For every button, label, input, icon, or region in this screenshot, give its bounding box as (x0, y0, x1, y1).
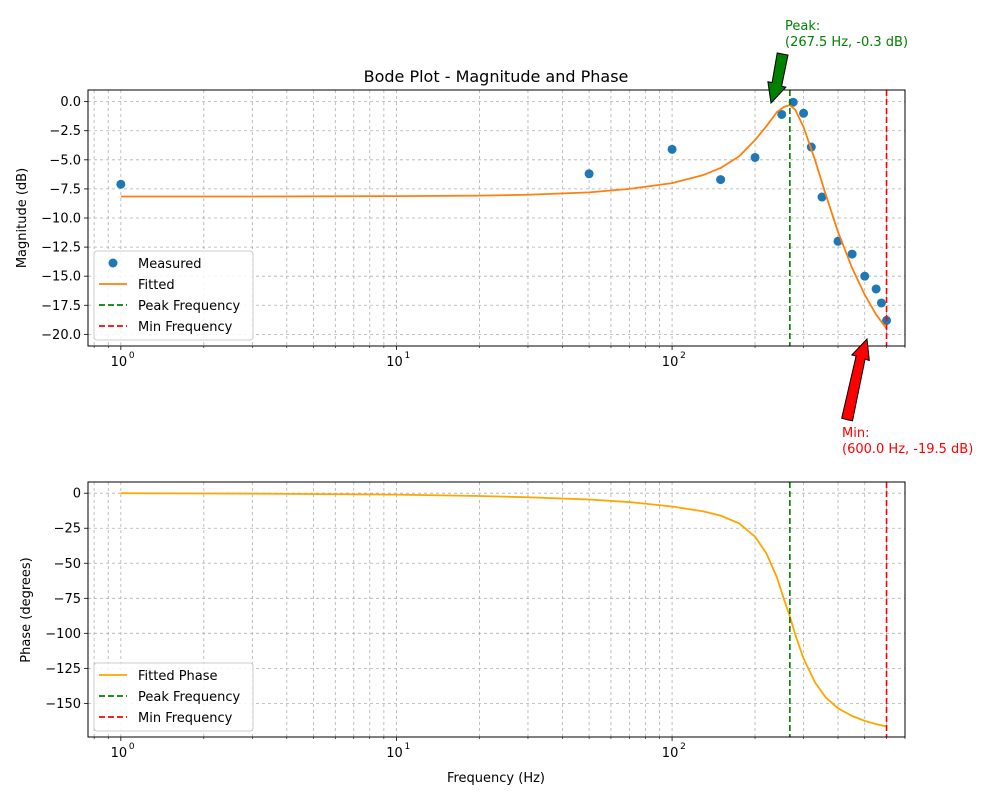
magnitude-x-ticks: 10 0 10 1 10 2 (93, 346, 906, 370)
min-annotation-line-1: Min: (842, 426, 869, 441)
phase-axes-frame (87, 481, 906, 738)
phase-plot-area (120, 482, 888, 737)
x-axis-label: Frequency (Hz) (447, 771, 545, 786)
measured-point (667, 144, 677, 154)
magnitude-legend: Measured Fitted Peak Frequency Min Frequ… (93, 250, 254, 341)
y-tick-label: −2.5 (49, 124, 81, 139)
y-tick-label: −150 (45, 697, 81, 712)
legend-label-min: Min Frequency (138, 320, 233, 335)
peak-annotation-arrow (767, 52, 789, 105)
measured-point (584, 169, 594, 179)
x-tick-label-exponent: 0 (129, 742, 135, 752)
x-tick-label: 10 (111, 355, 128, 370)
measured-point (817, 192, 827, 202)
magnitude-plot-area (116, 90, 892, 346)
y-tick-label: −20.0 (41, 328, 81, 343)
peak-annotation-line-1: Peak: (785, 19, 820, 34)
x-tick-label: 10 (386, 355, 403, 370)
measured-point (876, 298, 886, 308)
y-tick-label: −10.0 (41, 212, 81, 227)
x-tick-label-exponent: 2 (680, 351, 686, 361)
phase-grid (88, 482, 906, 737)
magnitude-grid (88, 90, 906, 346)
measured-point (860, 271, 870, 281)
x-tick-label-exponent: 1 (404, 742, 410, 752)
x-tick-label: 10 (662, 746, 679, 761)
phase-y-ticks: 0 −25 −50 −75 −100 −125 −150 (45, 487, 88, 712)
min-annotation-line-2: (600.0 Hz, -19.5 dB) (842, 442, 973, 457)
measured-point (799, 108, 809, 118)
legend-label-phase-min: Min Frequency (138, 711, 233, 726)
peak-annotation: Peak: (267.5 Hz, -0.3 dB) (767, 19, 908, 105)
phase-y-axis-label: Phase (degrees) (19, 557, 34, 662)
chart-title: Bode Plot - Magnitude and Phase (364, 67, 629, 86)
y-tick-label: −100 (45, 627, 81, 642)
x-tick-label: 10 (662, 355, 679, 370)
min-annotation-arrow (841, 337, 870, 422)
legend-label-phase-peak: Peak Frequency (138, 690, 240, 705)
legend-label-measured: Measured (138, 257, 202, 272)
y-tick-label: 0.0 (60, 95, 81, 110)
phase-axes: 10 0 10 1 10 2 0−25−50−75−100−125−150 Frequen… (19, 481, 906, 786)
y-tick-label: −75 (54, 592, 81, 607)
phase-legend: Fitted Phase Peak Frequency Min Frequenc… (93, 662, 254, 732)
y-tick-label: −17.5 (41, 299, 81, 314)
y-tick-label: −5.0 (49, 153, 81, 168)
legend-label-fitted: Fitted (138, 278, 175, 293)
measured-point (750, 152, 760, 162)
y-tick-label: −7.5 (49, 182, 81, 197)
fitted-phase-line (120, 492, 887, 728)
peak-annotation-line-2: (267.5 Hz, -0.3 dB) (785, 35, 908, 50)
y-tick-label: −15.0 (41, 270, 81, 285)
y-tick-label: −50 (54, 557, 81, 572)
legend-marker-measured (108, 258, 118, 268)
magnitude-y-axis-label: Magnitude (dB) (15, 168, 30, 268)
magnitude-y-ticks: 0.0 −2.5 −5.0 −7.5 −10.0 −12.5 −15.0 −17.5 −20.0 (41, 95, 88, 343)
magnitude-axes: 10 0 10 1 10 2 0.0−2.5−5.0−7.5−10.0−12.5−15.0… (15, 19, 973, 457)
phase-legend-box (93, 662, 254, 732)
x-tick-label-exponent: 2 (680, 742, 686, 752)
legend-label-phase: Fitted Phase (138, 669, 218, 684)
magnitude-legend-box (93, 250, 254, 341)
x-tick-label: 10 (386, 746, 403, 761)
measured-point (847, 249, 857, 259)
x-tick-label-exponent: 1 (404, 351, 410, 361)
x-tick-label: 10 (111, 746, 128, 761)
min-annotation: Min: (600.0 Hz, -19.5 dB) (841, 337, 973, 457)
measured-point (871, 284, 881, 294)
y-tick-label: 0 (73, 487, 81, 502)
measured-point (777, 109, 787, 119)
phase-x-ticks: 10 0 10 1 10 2 (93, 737, 906, 761)
measured-point (716, 175, 726, 185)
measured-point (788, 97, 798, 107)
measured-point (116, 179, 126, 189)
x-tick-label-exponent: 0 (129, 351, 135, 361)
y-tick-label: −125 (45, 662, 81, 677)
legend-label-peak: Peak Frequency (138, 299, 240, 314)
y-tick-label: −25 (54, 522, 81, 537)
fitted-magnitude-line (120, 104, 888, 330)
y-tick-label: −12.5 (41, 241, 81, 256)
